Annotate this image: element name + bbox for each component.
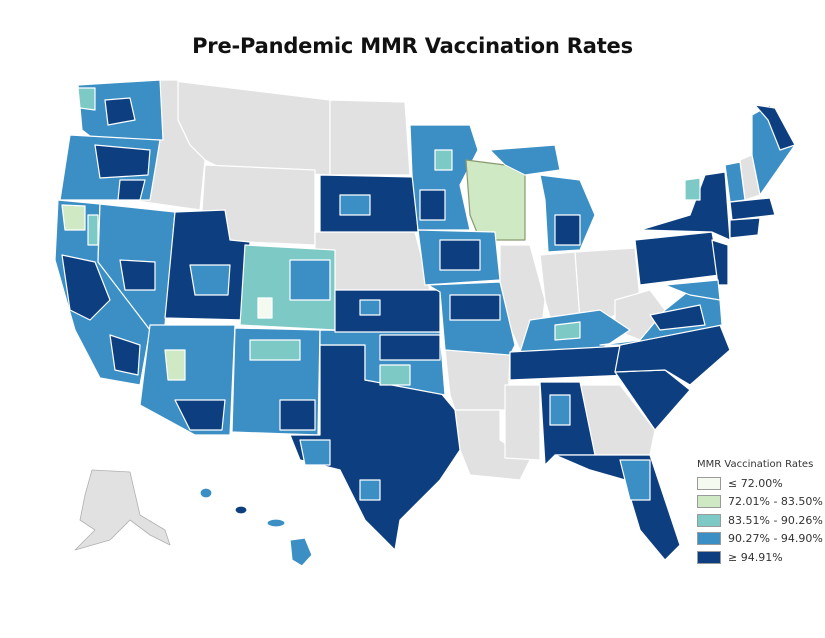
map-legend: MMR Vaccination Rates ≤ 72.00% 72.01% - … [697,459,823,567]
state-pennsylvania [634,231,721,286]
state-hawaii-oahu [234,505,248,515]
state-hawaii-big-island [289,537,313,567]
legend-item: 72.01% - 83.50% [697,493,823,512]
legend-swatch [697,495,721,509]
map-title: Pre-Pandemic MMR Vaccination Rates [192,34,633,58]
state-arkansas [444,349,511,411]
state-hawaii-kauai [199,487,213,499]
state-michigan [539,174,596,253]
state-louisiana [454,409,531,481]
state-new-york [639,171,731,241]
state-florida [554,454,681,561]
legend-swatch [697,513,721,527]
state-connecticut [729,217,761,239]
legend-swatch [697,532,721,546]
state-new-jersey [711,239,729,286]
legend-item: ≥ 94.91% [697,548,823,567]
state-alaska [74,469,171,551]
legend-item: 90.27% - 94.90% [697,530,823,549]
state-massachusetts [729,197,776,221]
state-hawaii-maui [266,518,286,528]
legend-title: MMR Vaccination Rates [697,459,814,470]
state-kansas [334,289,441,333]
state-mississippi [504,384,541,461]
legend-swatch [697,550,721,564]
state-north-dakota [329,99,411,176]
state-wisconsin [465,159,526,241]
state-maryland [664,279,721,301]
legend-item: 83.51% - 90.26% [697,511,823,530]
legend-swatch [697,476,721,490]
legend-item: ≤ 72.00% [697,474,823,493]
state-michigan-upper [489,144,561,176]
